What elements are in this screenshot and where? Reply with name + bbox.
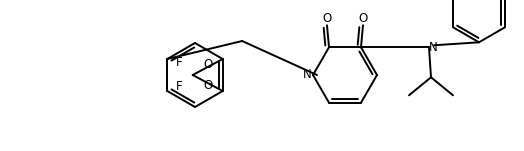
Text: O: O [358, 12, 368, 25]
Text: F: F [176, 80, 182, 93]
Text: N: N [429, 41, 438, 54]
Text: O: O [322, 12, 332, 25]
Text: O: O [203, 79, 213, 92]
Text: F: F [176, 56, 182, 69]
Text: O: O [203, 58, 213, 71]
Text: N: N [303, 69, 311, 82]
